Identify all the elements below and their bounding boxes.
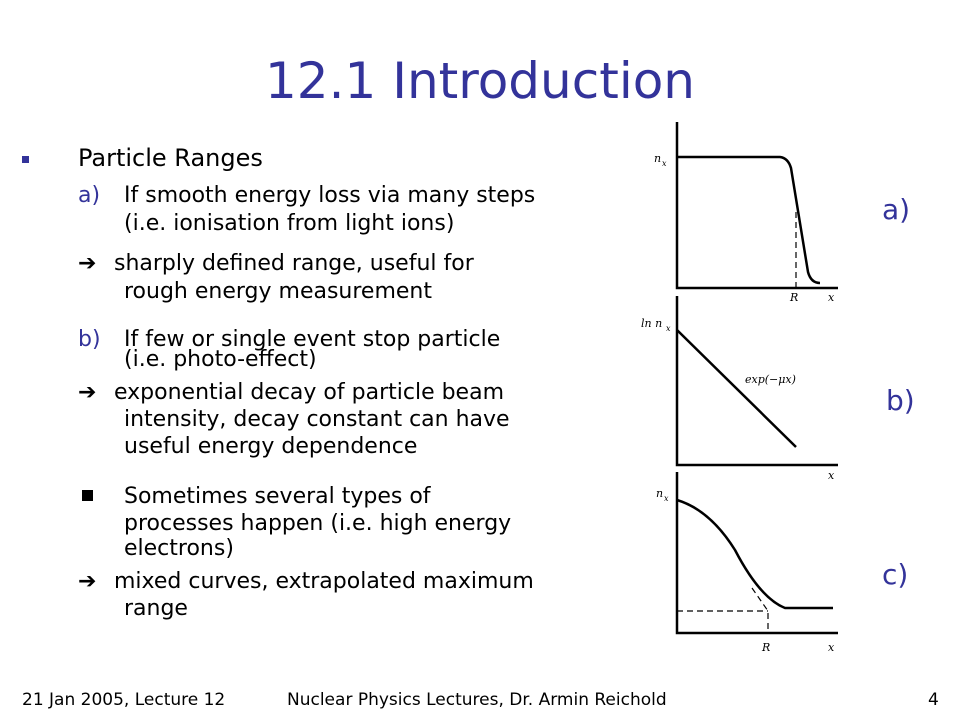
figure-b-label: b) [886,384,915,417]
arrow-a-line-2: rough energy measurement [124,279,432,304]
figure-c-xlabel: x [828,641,835,654]
heading-particle-ranges: Particle Ranges [78,144,263,172]
figure-a-mark: R [789,291,798,304]
figure-c-ylabel: n [656,487,663,500]
figure-a-xlabel: x [828,291,835,304]
arrow-icon: ➔ [78,380,97,405]
footer-page-number: 4 [928,690,939,710]
arrow-b-line-3: useful energy dependence [124,434,418,459]
figure-c-axes [675,472,838,635]
item-c-line-1: Sometimes several types of [124,484,431,509]
item-b-marker: b) [78,327,101,352]
item-a-line-1: If smooth energy loss via many steps [124,183,536,208]
figure-c-mark: R [761,641,770,654]
footer-course: Nuclear Physics Lectures, Dr. Armin Reic… [287,690,667,710]
figure-a-label: a) [882,193,911,226]
item-c-line-3: electrons) [124,536,234,561]
figure-b-xlabel: x [828,469,835,482]
item-a-line-2: (i.e. ionisation from light ions) [124,211,455,236]
figure-b-axes [675,296,838,467]
figure-b-ylabel: ln n [641,317,662,330]
item-b-line-2: (i.e. photo-effect) [124,347,317,372]
figure-b-curve [676,329,797,448]
slide-title: 12.1 Introduction [264,52,695,110]
footer-date: 21 Jan 2005, Lecture 12 [22,690,226,710]
item-c-line-2: processes happen (i.e. high energy [124,511,512,536]
figure-c-label: c) [882,558,909,591]
item-a-marker: a) [78,183,101,208]
figure-a-ylabel: n [654,152,661,165]
figure-a-axes [675,122,838,290]
figure-a-ysub: x [662,159,667,168]
arrow-icon: ➔ [78,569,97,594]
arrow-b-line-2: intensity, decay constant can have [124,407,510,432]
figure-a-curve [677,155,821,285]
figure-b-ysub: x [666,324,671,333]
figure-b-annotation: exp(−μx) [745,373,796,386]
bullet-square-black [82,490,93,501]
arrow-c-line-2: range [124,596,188,621]
figure-c-dash-v [751,587,769,633]
arrow-a-line-1: sharply defined range, useful for [114,251,474,276]
item-b-line-1: If few or single event stop particle [124,327,501,352]
arrow-b-line-1: exponential decay of particle beam [114,380,505,405]
arrow-c-line-1: mixed curves, extrapolated maximum [114,569,534,594]
bullet-square [22,156,29,163]
arrow-icon: ➔ [78,251,97,276]
figure-c-ysub: x [664,494,669,503]
figure-c-curve [676,498,833,610]
